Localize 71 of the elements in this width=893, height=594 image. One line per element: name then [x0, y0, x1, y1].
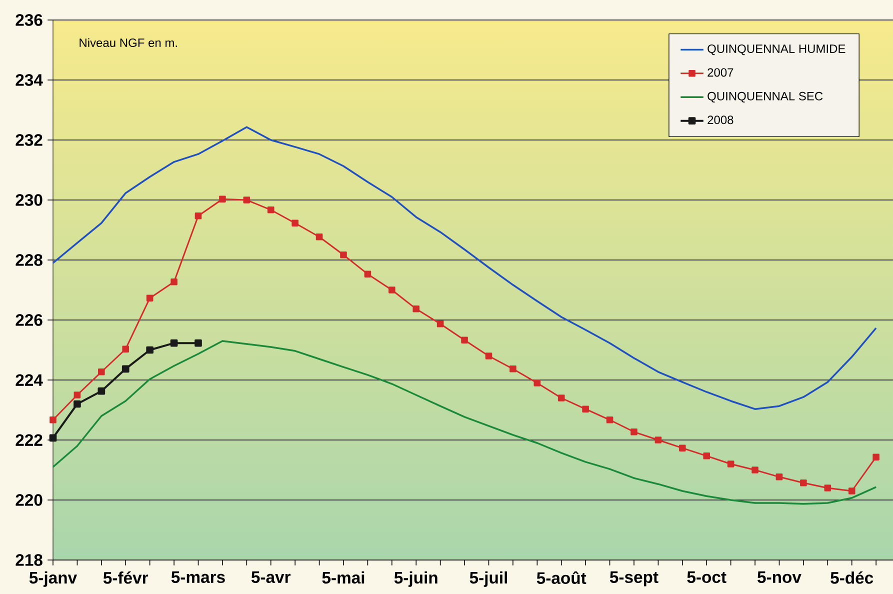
point [146, 346, 154, 354]
x-tick-label: 5-juin [394, 571, 438, 587]
point [146, 294, 154, 302]
point [582, 406, 589, 412]
legend-label: 2008 [708, 116, 734, 124]
point [824, 484, 832, 492]
point [800, 479, 807, 486]
line-series [53, 340, 877, 505]
point [848, 488, 856, 494]
point [510, 365, 516, 372]
x-tick-label: 5-avr [251, 571, 291, 584]
point [388, 286, 396, 294]
point [606, 416, 614, 424]
y-tick-label: 226 [16, 314, 42, 326]
point [170, 339, 178, 347]
point [340, 251, 347, 258]
y-tick-label: 234 [16, 74, 43, 86]
y-tick-label: 218 [16, 554, 42, 566]
point [74, 400, 81, 408]
x-tick-label: 5-déc [830, 571, 874, 584]
point [654, 436, 662, 444]
y-tick-label: 220 [16, 494, 42, 506]
point [703, 452, 710, 460]
point [364, 270, 372, 278]
point [98, 387, 106, 395]
x-tick-label: 5-janv [29, 571, 78, 587]
x-tick-label: 5-juil [470, 571, 508, 587]
point [461, 336, 468, 344]
point [316, 233, 323, 240]
point [194, 212, 202, 220]
point [558, 394, 565, 402]
point [98, 368, 105, 376]
point [436, 320, 444, 328]
x-tick-label: 5-sept [610, 571, 658, 586]
point [170, 278, 178, 286]
point [219, 196, 226, 202]
x-tick-label: 5-févr [103, 571, 148, 584]
point [412, 305, 420, 312]
point [727, 460, 734, 468]
point [292, 220, 298, 226]
point [630, 428, 638, 436]
point [194, 339, 202, 347]
legend-label: 2007 [708, 68, 734, 77]
x-tick-label: 5-nov [758, 571, 802, 584]
point [534, 380, 541, 386]
point [752, 466, 758, 474]
legend-label: QUINQUENNAL SEC [708, 92, 823, 103]
point [243, 196, 250, 204]
y-tick-label: 228 [16, 254, 42, 266]
legend-label: QUINQUENNAL HUMIDE [708, 44, 846, 56]
point [122, 365, 130, 373]
x-tick-label: 5-mars [171, 571, 225, 584]
point [485, 352, 492, 360]
y-tick-label: 236 [16, 14, 42, 26]
point [122, 346, 130, 352]
x-tick-label: 5-mai [322, 571, 364, 584]
point [872, 454, 880, 460]
point [776, 473, 783, 480]
point [74, 392, 81, 398]
point [679, 444, 686, 452]
point [49, 434, 57, 442]
x-tick-label: 5-août [536, 571, 586, 584]
x-tick-label: 5-oct [687, 571, 726, 584]
point [267, 206, 274, 214]
y-tick-label: 232 [16, 134, 42, 146]
y-tick-label: 230 [16, 194, 42, 206]
annotation: Niveau NGF en m. [80, 38, 177, 48]
point [50, 416, 56, 424]
y-tick-label: 224 [16, 374, 43, 386]
line-series [53, 126, 877, 410]
y-tick-label: 222 [16, 434, 42, 446]
